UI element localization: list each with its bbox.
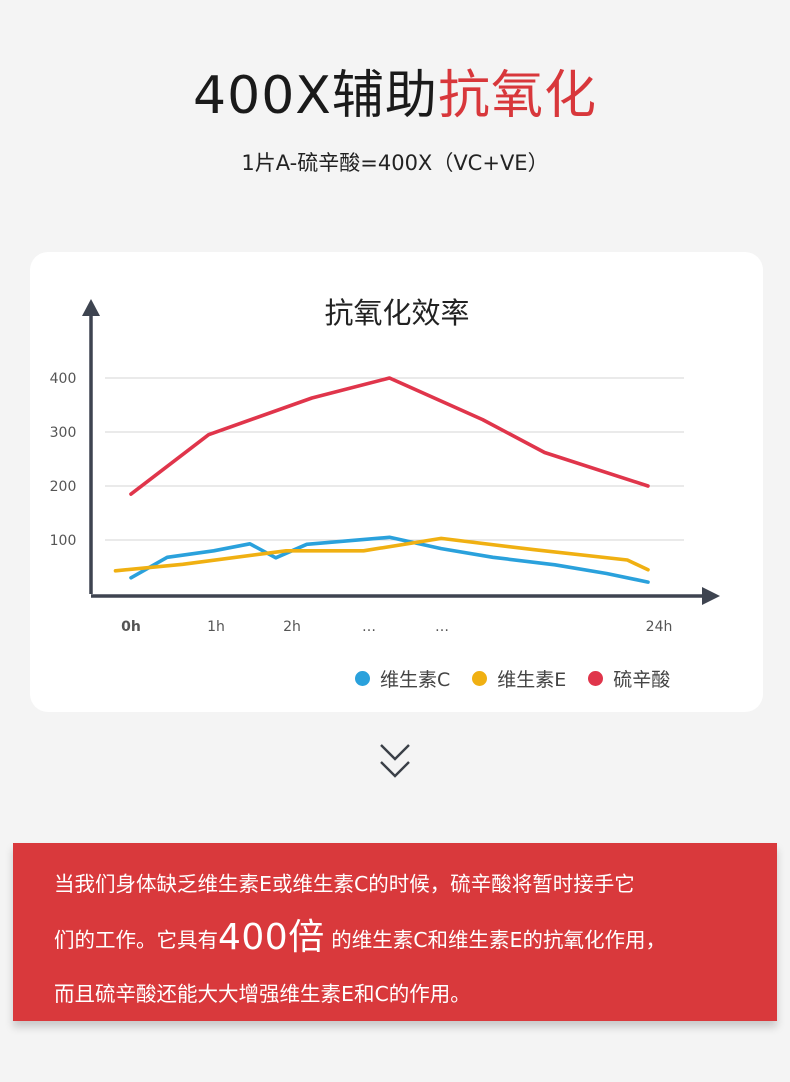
page-headline: 400X辅助抗氧化 xyxy=(0,58,790,134)
banner-line-1: 当我们身体缺乏维生素E或维生素C的时候，硫辛酸将暂时接手它 xyxy=(54,872,635,896)
y-tick-label: 400 xyxy=(50,371,77,387)
legend-dot-icon xyxy=(472,670,488,686)
legend-label: 维生素E xyxy=(497,668,567,691)
banner-line-2-pre: 们的工作。它具有 xyxy=(54,928,218,952)
legend-dot-icon xyxy=(355,670,370,686)
y-tick-label: 300 xyxy=(50,425,77,441)
legend-item: 维生素E xyxy=(472,665,566,692)
banner-line-3: 而且硫辛酸还能大大增强维生素E和C的作用。 xyxy=(54,982,471,1006)
series-line xyxy=(129,376,650,496)
x-tick-label: … xyxy=(362,619,376,635)
x-axis-arrow-icon xyxy=(702,587,720,605)
legend-dot-icon xyxy=(588,670,604,686)
legend-label: 维生素C xyxy=(380,668,451,691)
banner-highlight: 400倍 xyxy=(218,917,325,958)
page-subtitle: 1片A-硫辛酸=400X（VC+VE） xyxy=(241,151,549,175)
banner-line-2: 们的工作。它具有400倍 的维生素C和维生素E的抗氧化作用， xyxy=(54,911,757,967)
x-tick-label: 1h xyxy=(207,619,225,635)
y-axis-arrow-icon xyxy=(82,299,100,316)
headline-prefix: 400X辅助 xyxy=(193,66,438,126)
x-tick-label: 2h xyxy=(283,619,301,635)
banner-line-2-post: 的维生素C和维生素E的抗氧化作用， xyxy=(324,928,667,952)
y-tick-label: 100 xyxy=(50,533,77,549)
headline-accent: 抗氧化 xyxy=(437,66,597,126)
chart-title: 抗氧化效率 xyxy=(324,296,469,330)
legend-label: 硫辛酸 xyxy=(613,668,671,691)
x-tick-label: … xyxy=(435,619,449,635)
legend-item: 硫辛酸 xyxy=(588,665,670,692)
info-banner: 当我们身体缺乏维生素E或维生素C的时候，硫辛酸将暂时接手它 们的工作。它具有40… xyxy=(13,843,777,1021)
chart-legend: 维生素C 维生素E 硫辛酸 xyxy=(355,664,670,692)
series-line xyxy=(113,536,650,573)
scroll-down-chevron-icon xyxy=(380,744,410,778)
legend-item: 维生素C xyxy=(355,665,450,692)
efficiency-chart: 抗氧化效率 100 200 300 400 0h 1h 2h … … 24h xyxy=(50,296,720,635)
x-tick-label: 0h xyxy=(121,619,141,635)
y-tick-label: 200 xyxy=(50,479,77,495)
series-line xyxy=(129,535,650,584)
x-tick-label: 24h xyxy=(646,619,673,635)
